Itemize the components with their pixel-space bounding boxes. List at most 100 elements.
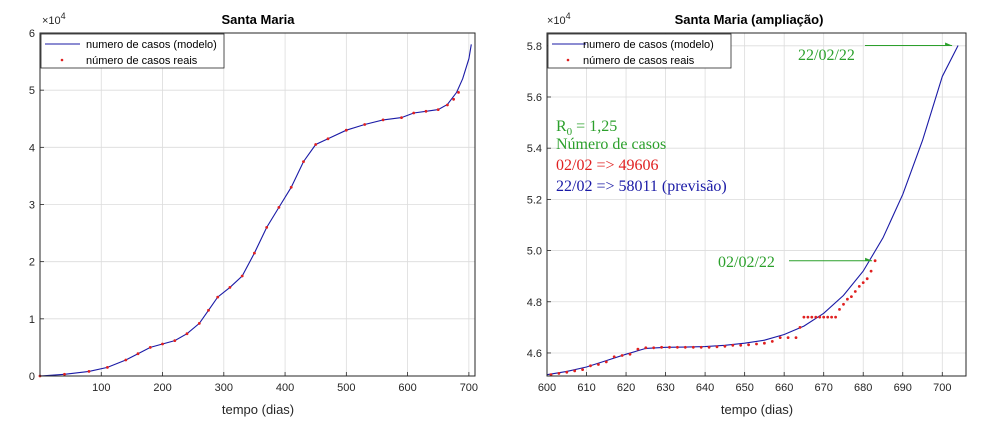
data-point-real [344,128,348,132]
x-tick-label: 640 [696,382,714,394]
chart-title-right: Santa Maria (ampliação) [675,12,824,27]
arrow-02-02-head [865,257,873,261]
y-tick-label: 5 [29,85,35,97]
y-tick-label: 6 [29,28,35,40]
data-point-real [240,274,244,278]
x-axis-label-left: tempo (dias) [222,402,294,417]
y-tick-label: 2 [29,257,35,269]
series-line-model [39,44,472,377]
data-point-real [207,308,210,312]
chart-panel-left: Santa Maria 100 200 300 400 500 600 700 0 1 2 3 4 5 6… [29,11,478,417]
plot-area-right [546,45,959,377]
data-point-real [612,355,616,359]
chart-title-left: Santa Maria [222,12,296,27]
data-point-real [842,302,845,306]
data-point-real [707,345,711,349]
data-point-real [739,343,743,347]
data-point-real [197,322,201,325]
axes-box-right [546,32,967,377]
data-point-real [604,360,608,364]
data-point-real [628,352,632,356]
y-tick-label: 5.4 [527,143,542,155]
data-point-real [644,346,648,350]
x-tick-label: 660 [775,382,793,394]
data-point-real [216,295,220,299]
data-point-real [620,354,624,357]
y-tick-label: 0 [29,371,35,383]
data-point-real [652,346,656,350]
data-point-real [822,315,826,319]
data-point-real [87,370,91,373]
annotation-forecast: 22/02 => 58011 (previsão) [556,178,727,195]
data-point-real [850,295,853,298]
data-point-real [573,369,577,373]
data-point-real [691,345,695,349]
grid-left [40,32,475,377]
data-point-real [636,347,640,351]
x-tick-label: 200 [153,382,171,394]
x-tick-label: 610 [577,382,595,394]
data-point-real [731,343,735,347]
annotations-right: R0 = 1,25 Número de casos 02/02 => 49606… [556,42,953,271]
legend-box-right [547,33,732,69]
data-point-real [363,123,367,126]
data-point-real [124,358,128,362]
data-point-real [755,342,758,346]
data-point-real [565,370,569,374]
data-point-real [148,346,152,349]
data-point-real [683,345,687,349]
data-point-real [597,363,600,366]
data-point-real [185,332,189,336]
y-tick-label: 4 [29,142,35,154]
data-point-real [265,226,269,229]
data-point-real [699,345,703,349]
data-point-real [818,315,822,319]
y-tick-label: 4.8 [527,297,542,309]
legend-dot-swatch-right [566,58,570,62]
x-tick-label: 670 [815,382,833,394]
x-axis-label-right: tempo (dias) [721,402,793,417]
data-point-real [436,108,440,111]
data-point-real [173,339,177,342]
data-point-real [557,372,561,375]
data-point-real [452,97,455,101]
annotation-numero-de-casos: Número de casos [556,136,666,153]
data-point-real [289,185,293,189]
data-point-real [857,285,861,288]
chart-panel-right: Santa Maria (ampliação) 600 610 620 630 640 6… [527,11,967,417]
arrow-label-22-02: 22/02/22 [798,47,855,64]
annotation-arrows [789,42,953,262]
data-point-real [853,290,857,293]
legend-right: numero de casos (modelo) número de casos… [547,33,732,69]
data-point-real [770,340,774,343]
data-point-real [161,342,164,346]
ticks-left: 100 200 300 400 500 600 700 0 1 2 3 4 5 6 [29,28,478,394]
data-point-real [400,116,403,119]
data-point-real [806,315,810,319]
data-point-real [798,326,802,329]
data-point-real [136,352,140,356]
legend-entry-real: número de casos reais [86,55,198,67]
data-point-real [581,368,584,371]
data-point-real [838,308,841,311]
x-tick-label: 620 [617,382,635,394]
data-point-real [723,344,727,348]
data-point-real [846,297,849,301]
series-line-model [546,45,959,376]
data-point-real [786,336,790,339]
data-point-real [834,315,837,319]
ticks-right: 600 610 620 630 640 650 660 670 680 690 700 4.6 4.8 5… [527,41,952,394]
data-point-real [381,118,385,122]
data-point-real [314,143,318,146]
data-point-real [763,341,766,345]
data-point-real [861,281,865,284]
data-point-real [412,111,416,115]
data-point-real [794,336,798,339]
data-point-real [668,345,671,349]
x-tick-label: 100 [92,382,110,394]
x-tick-label: 700 [933,382,951,394]
legend-entry-model-right: numero de casos (modelo) [583,39,714,51]
data-point-real [228,286,232,289]
grid-right [546,33,966,376]
